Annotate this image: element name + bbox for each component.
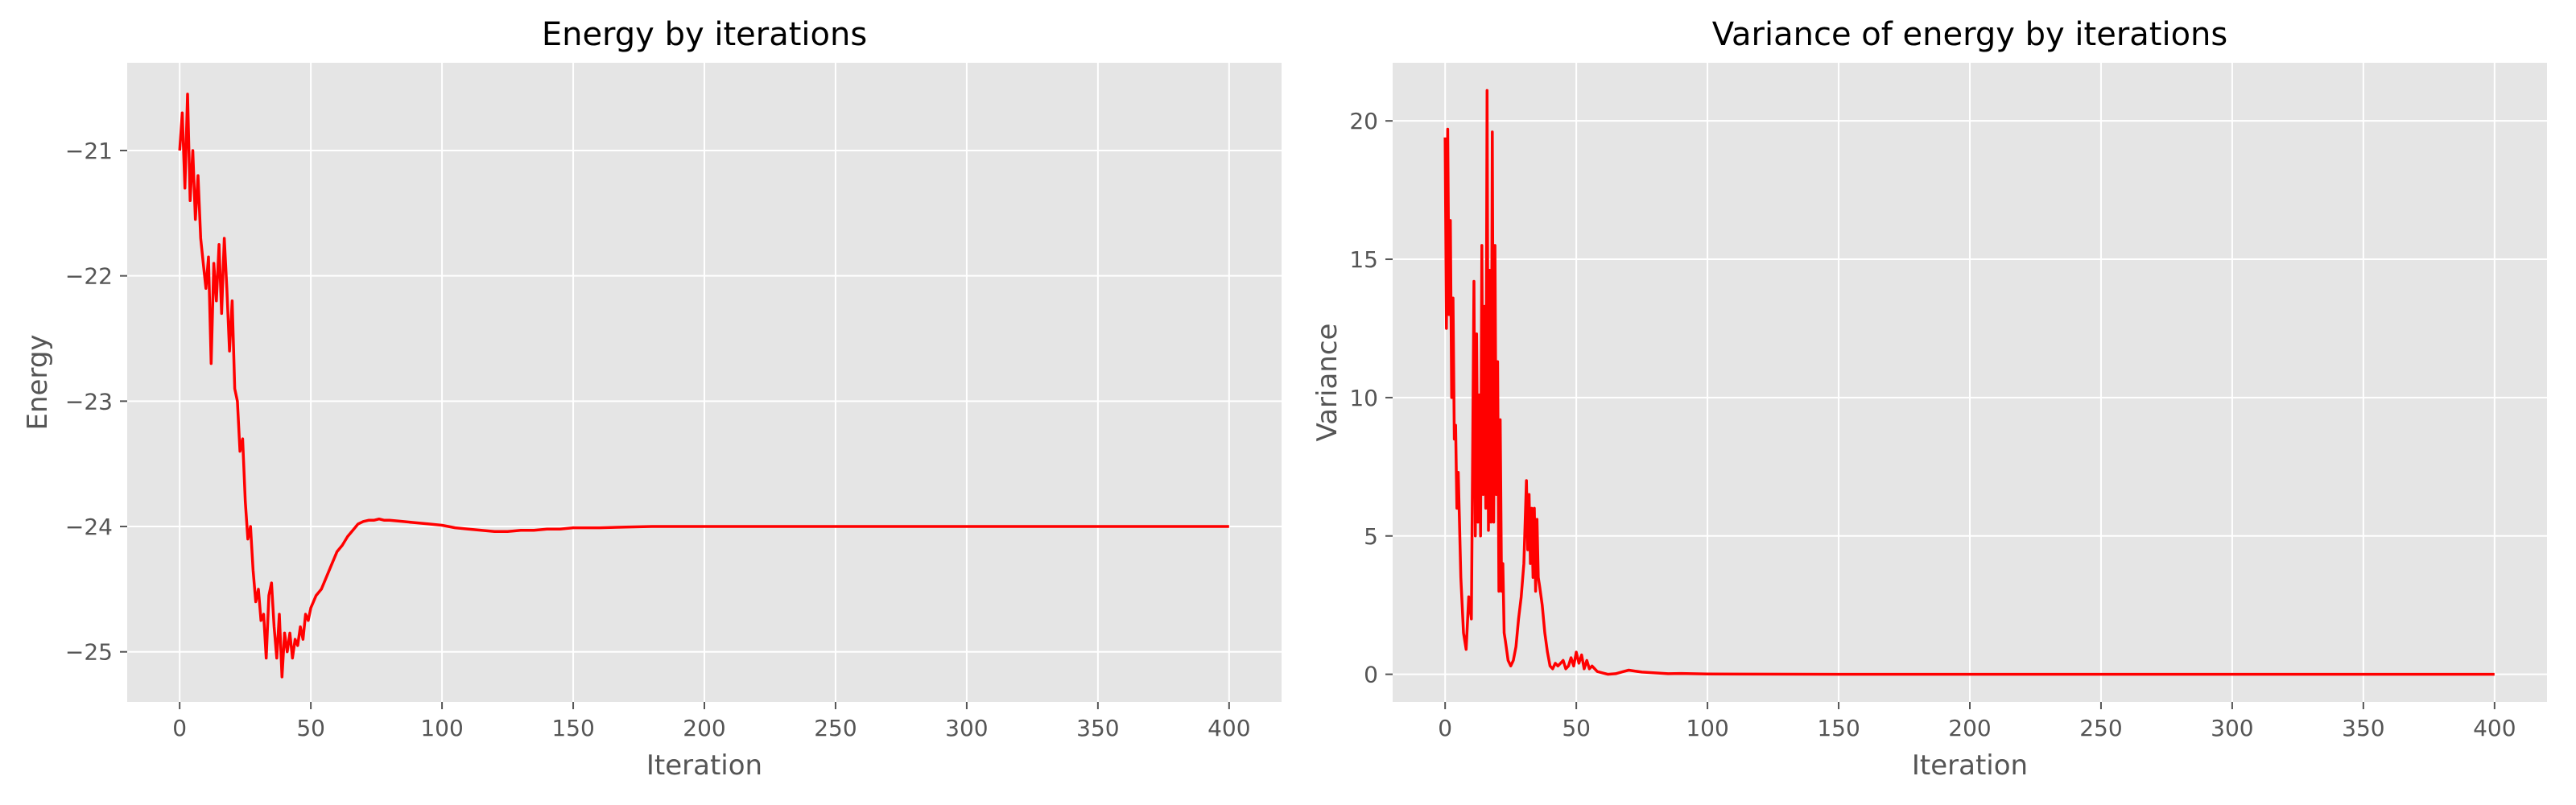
chart-energy: 0 50 100 150 200 250 300 350 400 −25 −24 −23 −22 −21 E… [22,16,1282,782]
y-tick-label: 5 [1364,523,1378,550]
x-tick-label: 400 [1208,715,1250,741]
x-tick-label: 300 [945,715,988,741]
y-axis-label: Variance [1311,324,1344,442]
y-tick-label: 0 [1364,662,1378,688]
y-tick-label: 20 [1349,108,1378,134]
chart-title: Energy by iterations [542,16,867,53]
y-tick-label: −23 [65,388,113,415]
y-tick-label: −21 [65,138,113,164]
x-tick-label: 250 [814,715,857,741]
series-line [178,93,1229,679]
x-tick-label: 50 [296,715,325,741]
y-tick-label: 15 [1349,246,1378,273]
x-tick-label: 0 [1438,715,1452,741]
x-tick-label: 350 [1076,715,1119,741]
y-tick-label: −25 [65,639,113,666]
x-tick-label: 300 [2211,715,2253,741]
y-tick-label: −24 [65,514,113,540]
x-axis-label: Iteration [646,749,762,782]
chart-title: Variance of energy by iterations [1712,16,2227,53]
x-tick-label: 250 [2079,715,2122,741]
y-tick-label: 10 [1349,385,1378,411]
x-tick-label: 400 [2473,715,2516,741]
series-line [1443,89,2495,676]
x-tick-label: 100 [420,715,463,741]
x-tick-label: 50 [1562,715,1591,741]
x-axis-label: Iteration [1912,749,2028,782]
chart-variance: 0 50 100 150 200 250 300 350 400 0 5 10 15 20 Variance… [1311,16,2547,782]
x-tick-label: 200 [683,715,725,741]
x-tick-label: 0 [172,715,187,741]
x-tick-label: 350 [2342,715,2384,741]
y-axis-label: Energy [22,334,54,430]
x-tick-label: 150 [551,715,594,741]
x-tick-label: 150 [1817,715,1860,741]
x-tick-label: 200 [1948,715,1991,741]
x-tick-label: 100 [1686,715,1728,741]
y-tick-label: −22 [65,263,113,290]
